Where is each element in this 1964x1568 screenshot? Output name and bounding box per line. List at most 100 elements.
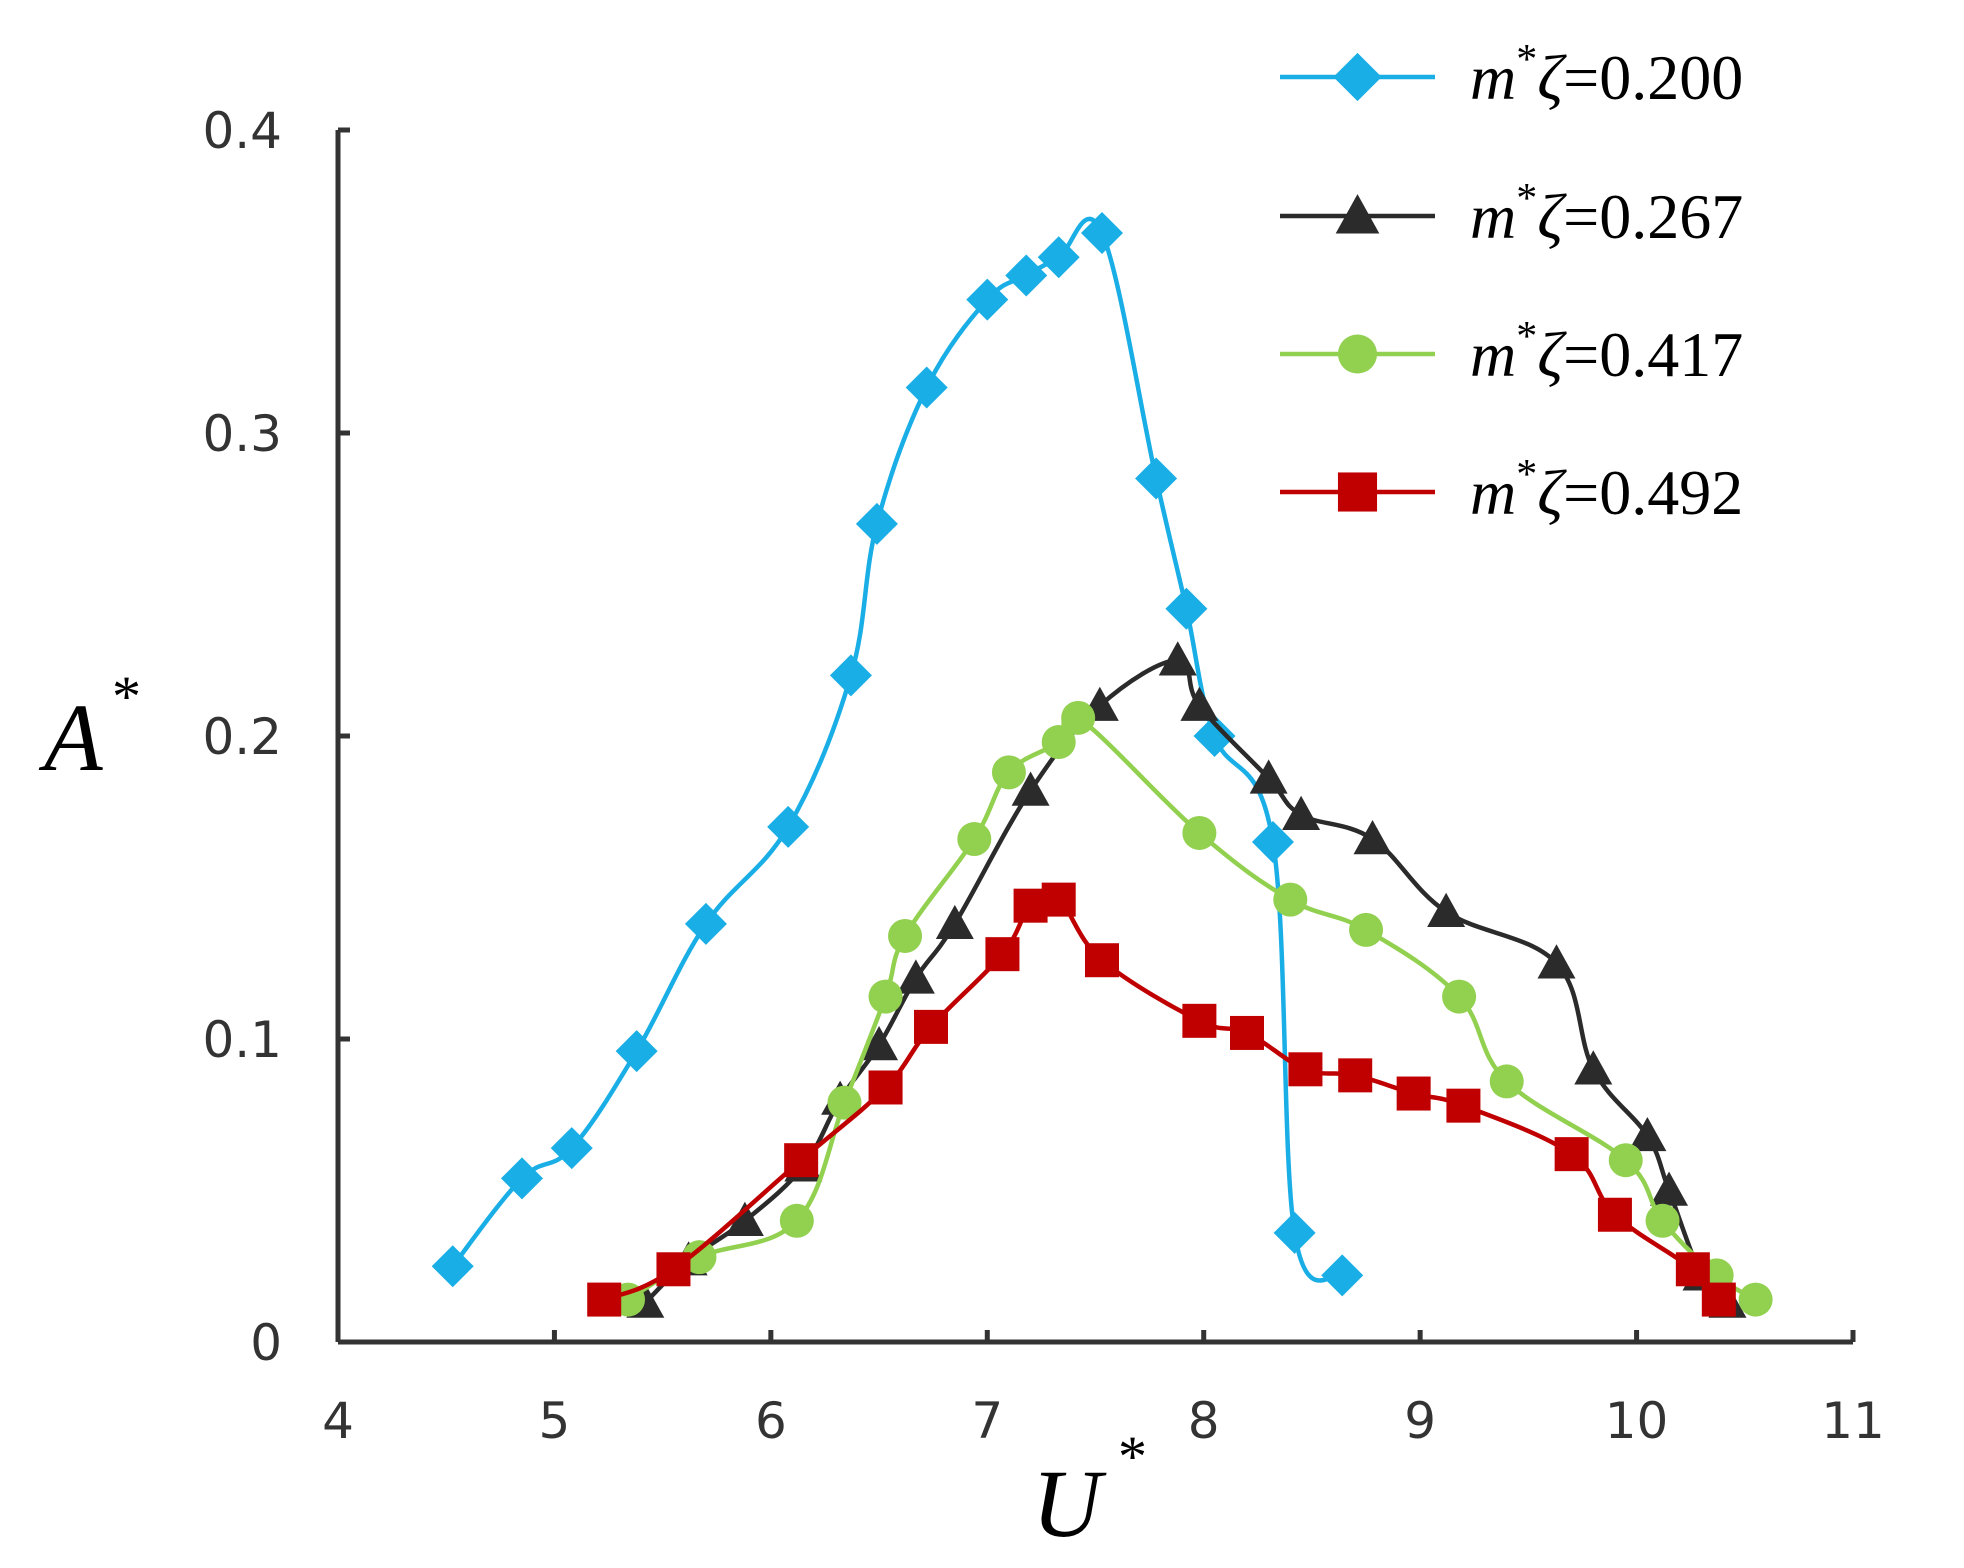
data-point-triangle	[1650, 1171, 1689, 1206]
series-circle	[611, 700, 1773, 1317]
data-point-diamond	[1193, 715, 1236, 757]
legend-item: m*ζ=0.492	[1280, 452, 1743, 528]
data-point-diamond	[615, 1030, 658, 1073]
data-point-triangle	[1011, 771, 1050, 806]
y-tick-label: 0.3	[202, 405, 282, 463]
data-point-triangle	[1158, 641, 1197, 676]
x-tick-label: 4	[322, 1392, 354, 1450]
data-point-diamond	[1251, 821, 1294, 864]
data-point-square	[784, 1143, 819, 1178]
data-point-circle	[779, 1203, 814, 1238]
data-point-triangle	[1427, 892, 1466, 927]
data-point-triangle	[1628, 1116, 1667, 1152]
x-tick-label: 6	[755, 1392, 787, 1450]
data-point-diamond	[1080, 212, 1123, 255]
legend-star: *	[1516, 314, 1537, 360]
y-axis-ticks: 0 0.1 0.2 0.3 0.4	[202, 102, 350, 1372]
series-line	[450, 216, 1344, 1283]
legend-label: m*ζ=0.417	[1470, 314, 1743, 390]
data-point-diamond	[1135, 457, 1178, 500]
legend-star: *	[1516, 37, 1537, 83]
y-axis-title-base: A	[38, 684, 103, 791]
data-point-circle	[1061, 700, 1096, 735]
legend-zeta: ζ	[1537, 42, 1567, 113]
data-point-circle	[868, 979, 903, 1014]
data-point-circle	[1645, 1203, 1680, 1238]
data-point-diamond	[1005, 254, 1048, 297]
data-point-square	[1396, 1076, 1431, 1111]
data-point-square	[1554, 1137, 1589, 1172]
x-tick-label: 11	[1821, 1392, 1885, 1450]
legend-marker-triangle	[1335, 194, 1380, 234]
x-tick-label: 9	[1404, 1392, 1436, 1450]
data-point-diamond	[905, 366, 948, 409]
data-point-square	[1338, 1058, 1373, 1093]
legend-value: =0.267	[1563, 181, 1743, 252]
data-point-circle	[1442, 979, 1477, 1014]
y-tick-label: 0.4	[202, 102, 282, 160]
data-point-square	[1182, 1003, 1217, 1038]
data-point-square	[1701, 1282, 1736, 1317]
data-point-diamond	[684, 902, 727, 945]
data-point-square	[1597, 1197, 1632, 1232]
data-point-diamond	[966, 278, 1009, 321]
data-point-square	[868, 1070, 903, 1105]
data-point-triangle	[1537, 944, 1576, 979]
data-point-circle	[827, 1085, 862, 1120]
data-point-triangle	[860, 1026, 899, 1061]
y-axis-title: A *	[38, 664, 141, 791]
data-point-triangle	[1282, 795, 1321, 830]
data-point-diamond	[431, 1245, 474, 1288]
legend-marker-circle	[1337, 334, 1378, 374]
data-point-square	[1230, 1015, 1264, 1050]
legend-zeta: ζ	[1537, 319, 1567, 390]
legend-m: m	[1470, 181, 1516, 252]
data-point-triangle	[896, 959, 935, 994]
y-tick-label: 0.2	[202, 708, 282, 766]
data-point-triangle	[1249, 759, 1288, 794]
x-axis-title-base: U	[1032, 1450, 1107, 1557]
data-point-diamond	[855, 502, 898, 545]
legend-item: m*ζ=0.417	[1280, 314, 1743, 390]
legend-value: =0.492	[1563, 457, 1743, 528]
data-point-diamond	[550, 1127, 593, 1170]
data-point-circle	[1182, 815, 1217, 850]
x-tick-label: 8	[1188, 1392, 1220, 1450]
data-point-circle	[1273, 882, 1308, 917]
series-diamond	[431, 212, 1364, 1297]
data-point-square	[1675, 1252, 1710, 1287]
x-axis-ticks: 4 5 6 7 8 9 10 11	[322, 1330, 1885, 1450]
legend-zeta: ζ	[1537, 457, 1567, 528]
legend-m: m	[1470, 319, 1516, 390]
legend-label: m*ζ=0.200	[1470, 37, 1743, 113]
data-point-square	[1084, 943, 1119, 978]
data-point-square	[1288, 1052, 1323, 1087]
data-point-circle	[1041, 725, 1076, 760]
y-tick-label: 0.1	[202, 1011, 282, 1069]
x-axis-title: U *	[1032, 1424, 1147, 1557]
legend-value: =0.200	[1563, 42, 1743, 113]
data-point-circle	[888, 918, 923, 953]
data-point-diamond	[767, 805, 810, 848]
legend-zeta: ζ	[1537, 181, 1567, 252]
legend-marker-square	[1337, 472, 1378, 512]
data-point-circle	[1738, 1282, 1773, 1317]
data-point-square	[985, 937, 1020, 972]
x-tick-label: 7	[971, 1392, 1003, 1450]
data-point-diamond	[1273, 1211, 1316, 1254]
data-point-diamond	[1165, 587, 1208, 630]
legend-item: m*ζ=0.200	[1280, 37, 1743, 113]
data-point-circle	[682, 1240, 717, 1275]
data-point-diamond	[500, 1157, 543, 1200]
legend-marker-diamond	[1333, 52, 1382, 102]
data-point-triangle	[935, 904, 974, 940]
data-point-square	[587, 1282, 622, 1317]
data-point-triangle	[1574, 1050, 1613, 1085]
data-point-circle	[1608, 1143, 1643, 1178]
data-point-circle	[1489, 1064, 1524, 1099]
data-point-diamond	[1037, 236, 1080, 279]
legend-label: m*ζ=0.267	[1470, 176, 1743, 252]
data-point-square	[1446, 1088, 1481, 1123]
